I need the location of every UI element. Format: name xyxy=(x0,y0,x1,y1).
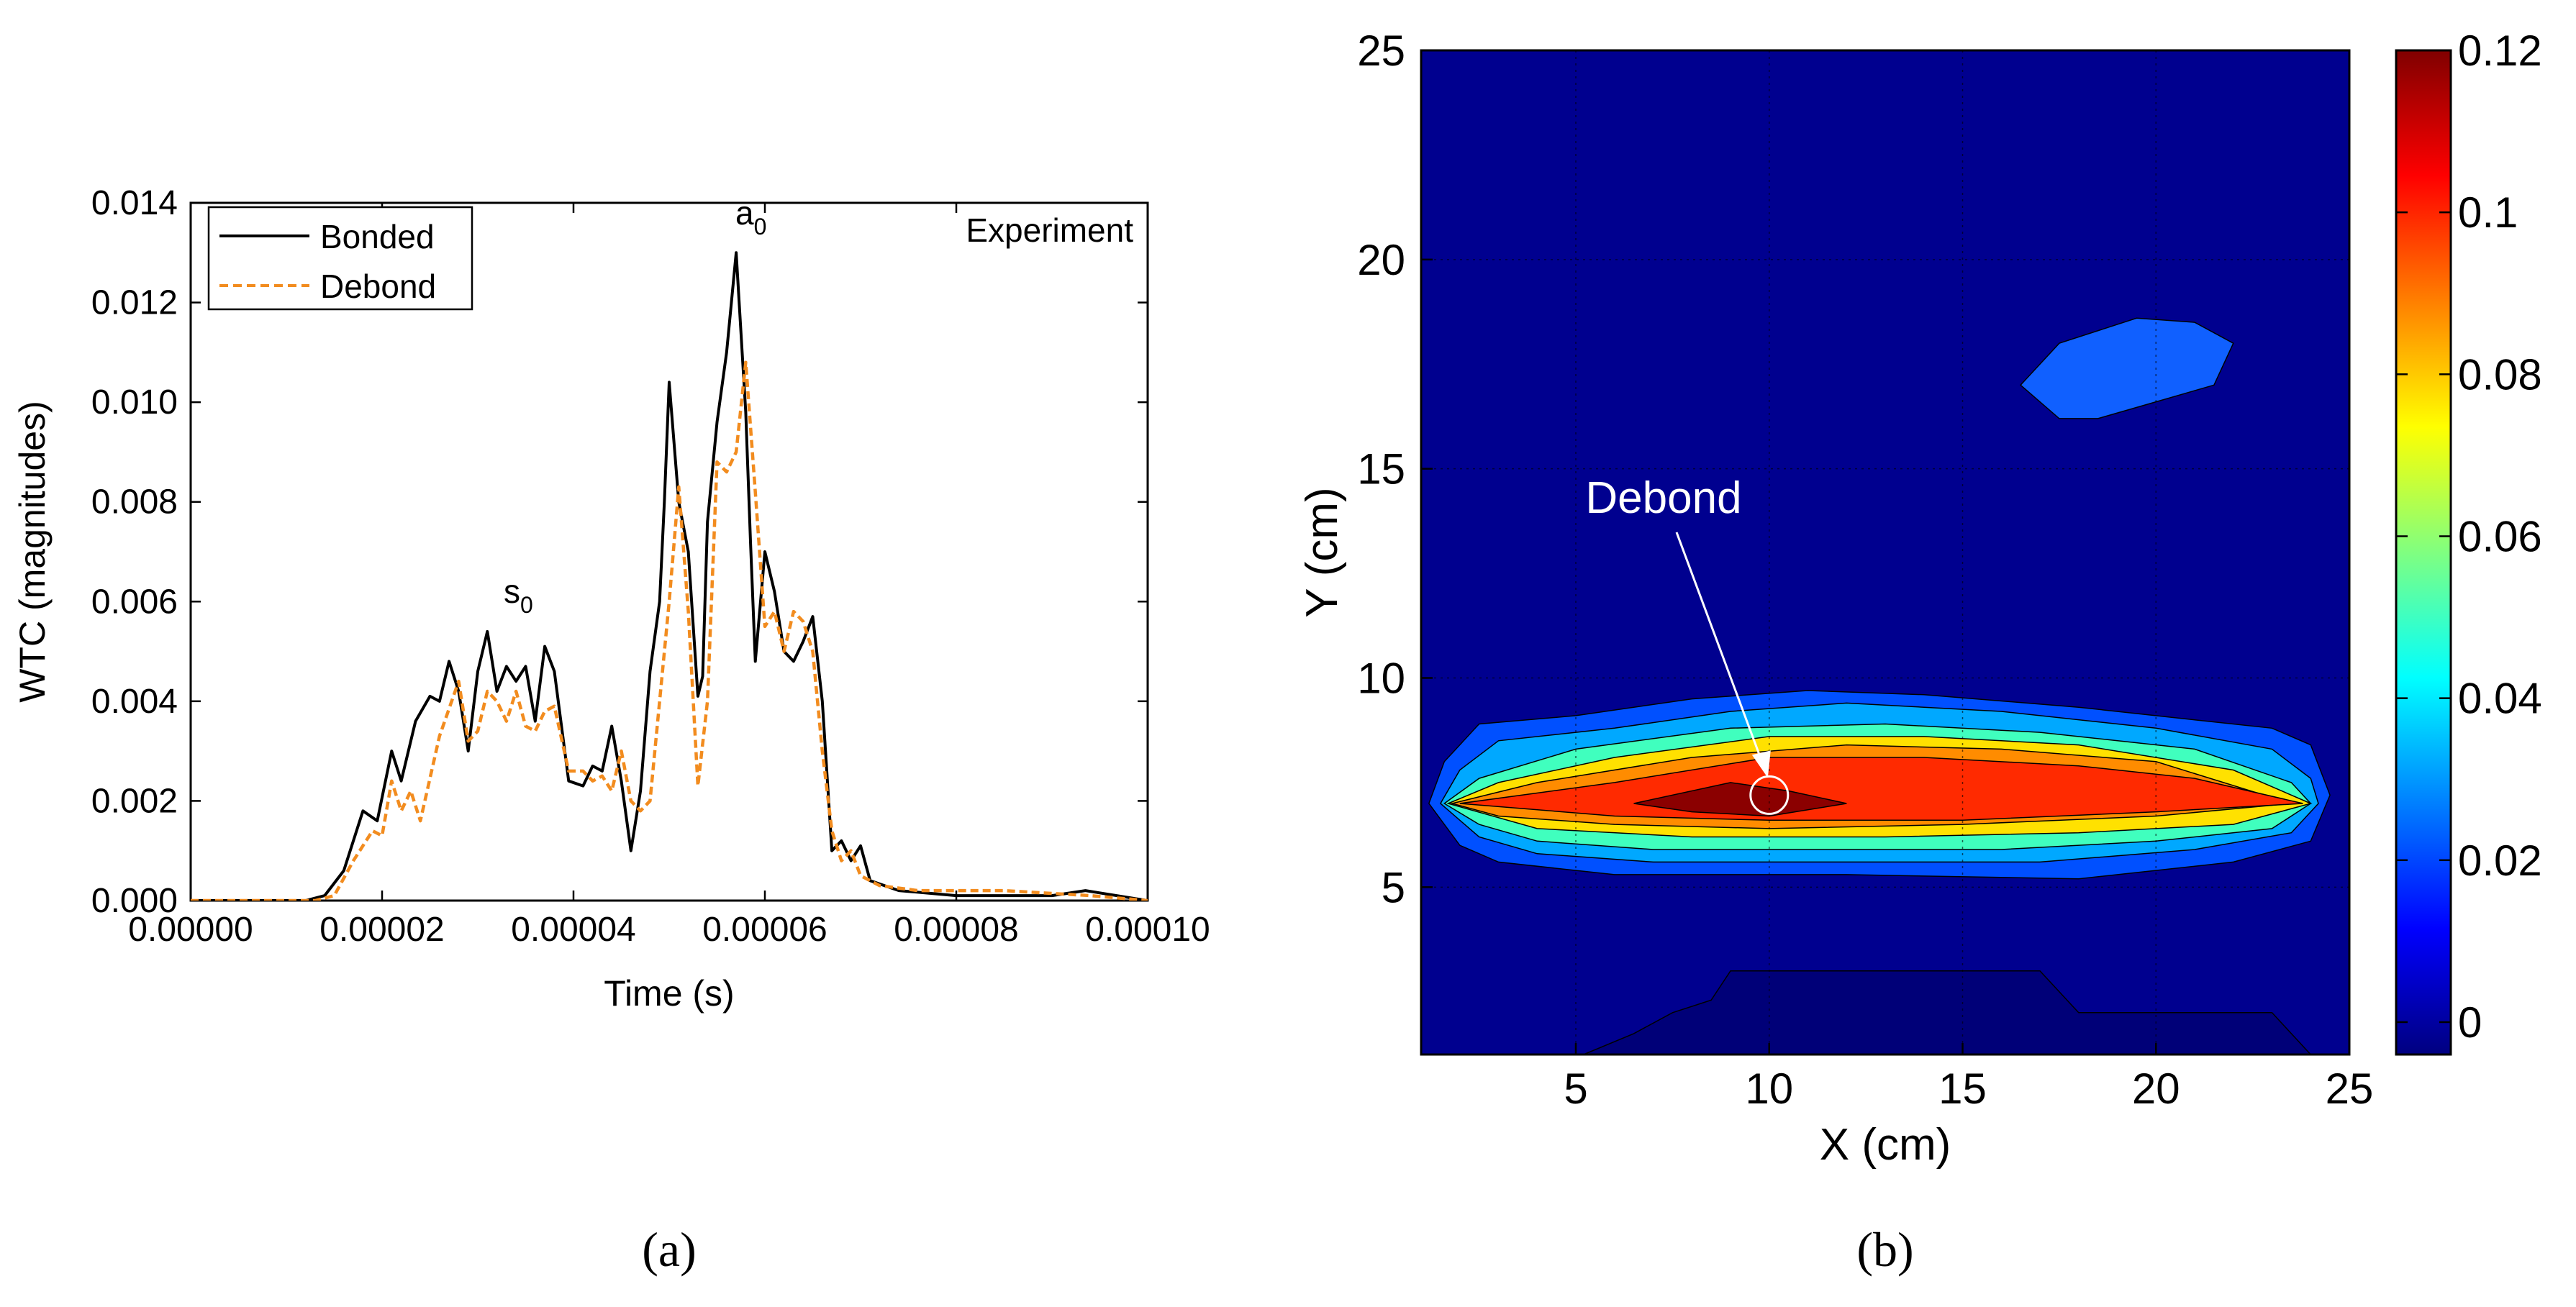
colorbar-tick-label: 0.1 xyxy=(2458,188,2518,237)
peak-label-s0: s0 xyxy=(504,573,533,618)
y-tick-label: 0.004 xyxy=(91,683,178,721)
contour-fills xyxy=(1428,317,2331,1055)
y-tick-label: 0.014 xyxy=(91,184,178,222)
series-line-debond xyxy=(191,360,1148,901)
colorbar-tick-label: 0.04 xyxy=(2458,675,2542,723)
plot-area xyxy=(189,201,1149,902)
debond-arrow xyxy=(1675,532,1768,774)
colorbar-ticks: 0 0.02 0.04 0.06 0.08 0.1 0.12 xyxy=(2396,27,2542,1047)
axis-ticks: 0.00000 0.00002 0.00004 0.00006 0.00008 0.000… xyxy=(91,184,1210,949)
axis-ticks: 5 10 15 20 25 5 10 15 20 25 xyxy=(1357,27,2373,1113)
series-group xyxy=(191,251,1148,901)
panel-label-a: (a) xyxy=(642,1222,696,1277)
y-tick-label: 10 xyxy=(1357,655,1405,703)
y-axis-label: WTC (magnitudes) xyxy=(12,401,53,703)
annotation-debond: Debond xyxy=(1585,473,1741,523)
annotation-experiment: Experiment xyxy=(966,211,1133,249)
x-tick-label: 0.00010 xyxy=(1085,911,1210,949)
y-axis-label: Y (cm) xyxy=(1297,487,1347,617)
colorbar-tick-label: 0.06 xyxy=(2458,512,2542,560)
colorbar xyxy=(2395,49,2452,1056)
x-tick-label: 5 xyxy=(1564,1065,1587,1113)
x-tick-label: 20 xyxy=(2132,1065,2180,1113)
colorbar-tick-label: 0.12 xyxy=(2458,27,2542,75)
colorbar-tick-label: 0 xyxy=(2458,998,2482,1047)
x-tick-label: 0.00000 xyxy=(128,911,253,949)
y-tick-label: 0.010 xyxy=(91,383,178,422)
y-tick-label: 15 xyxy=(1357,445,1405,493)
y-tick-label: 5 xyxy=(1382,863,1405,911)
x-tick-label: 25 xyxy=(2326,1065,2374,1113)
x-tick-label: 0.00008 xyxy=(894,911,1019,949)
colorbar-tick-label: 0.08 xyxy=(2458,350,2542,399)
y-tick-label: 20 xyxy=(1357,236,1405,284)
panel-label-b: (b) xyxy=(1856,1222,1913,1277)
contour-level xyxy=(1633,782,1847,817)
contour-background xyxy=(1421,50,2349,1055)
x-tick-label: 0.00006 xyxy=(702,911,827,949)
legend-box xyxy=(207,206,473,311)
line-chart-panel: 0.00000 0.00002 0.00004 0.00006 0.00008 0.000… xyxy=(12,184,1210,1277)
x-axis-label: Time (s) xyxy=(604,973,734,1014)
colorbar-tick-label: 0.02 xyxy=(2458,837,2542,885)
contour-level xyxy=(1583,970,2312,1055)
grid-lines xyxy=(1421,50,2349,1055)
x-tick-label: 0.00002 xyxy=(319,911,445,949)
x-tick-label: 0.00004 xyxy=(511,911,636,949)
x-axis-label: X (cm) xyxy=(1820,1120,1951,1170)
y-tick-label: 25 xyxy=(1357,27,1405,75)
legend: Bonded Debond xyxy=(207,206,473,311)
series-line-bonded xyxy=(191,251,1148,901)
legend-label-debond: Debond xyxy=(320,268,436,305)
y-tick-label: 0.002 xyxy=(91,782,178,820)
y-tick-label: 0.000 xyxy=(91,882,178,920)
x-tick-label: 15 xyxy=(1938,1065,1987,1113)
y-tick-label: 0.006 xyxy=(91,583,178,621)
contour-plot-frame xyxy=(1420,49,2351,1056)
peak-label-a0: a0 xyxy=(735,194,766,240)
y-tick-label: 0.008 xyxy=(91,483,178,522)
x-tick-label: 10 xyxy=(1745,1065,1793,1113)
y-tick-label: 0.012 xyxy=(91,284,178,322)
debond-arrowhead xyxy=(1751,750,1771,778)
contour-level xyxy=(2020,317,2234,419)
debond-marker xyxy=(1749,775,1790,815)
legend-label-bonded: Bonded xyxy=(320,218,435,255)
